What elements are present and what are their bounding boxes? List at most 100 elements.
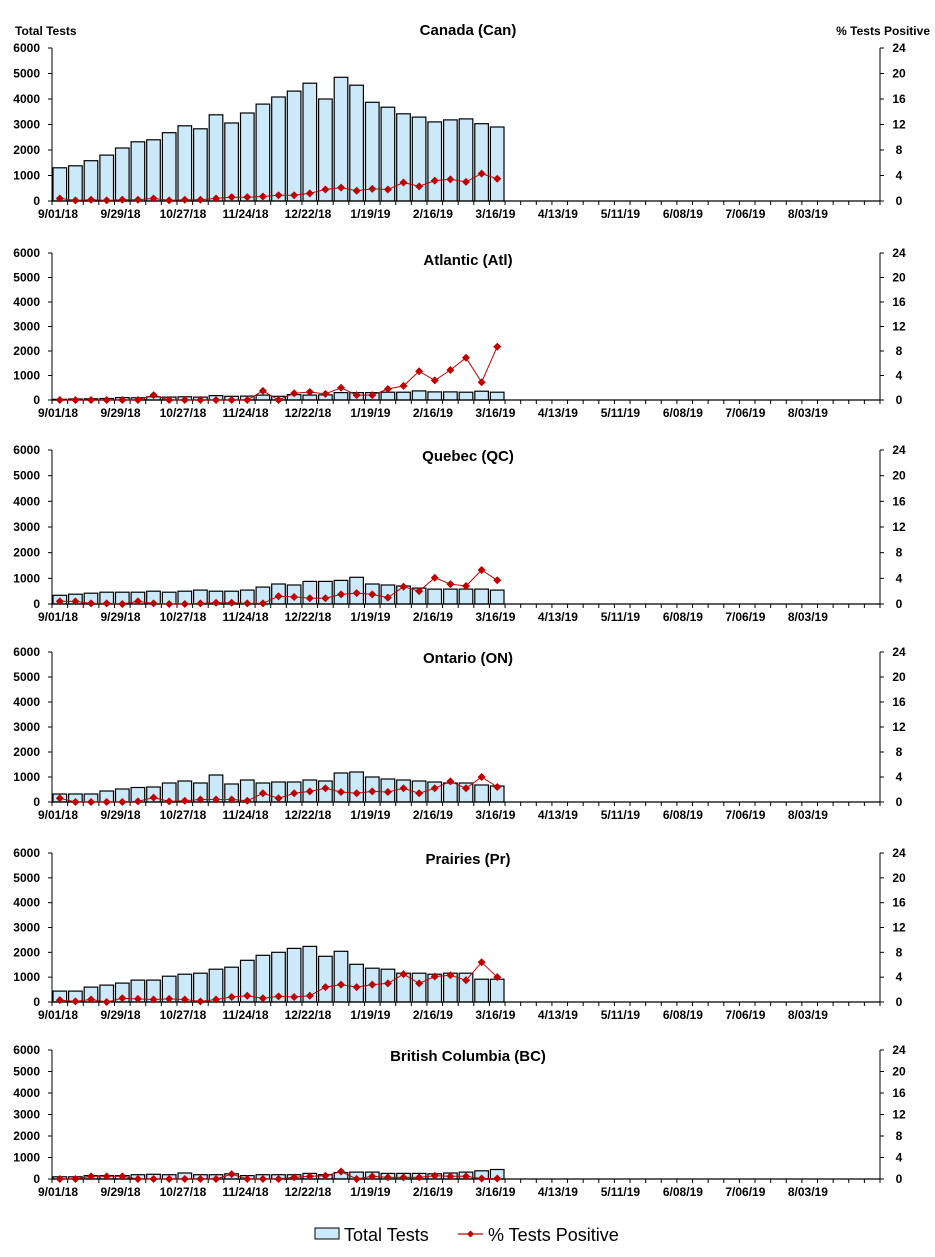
panel-title: Atlantic (Atl) [423,252,512,269]
right-tick-label: 16 [892,695,906,709]
x-tick-label: 11/24/18 [222,1185,268,1199]
point-pct-positive [212,396,221,404]
point-pct-positive [477,773,486,781]
x-tick-label: 3/16/19 [475,808,515,822]
point-pct-positive [180,1175,189,1183]
right-tick-label: 0 [896,393,903,407]
point-pct-positive [368,1172,377,1181]
point-pct-positive [149,995,158,1004]
point-pct-positive [430,176,439,185]
point-pct-positive [383,788,392,796]
left-tick-label: 0 [33,393,40,407]
point-pct-positive [180,195,189,204]
bar-total-tests [333,76,349,202]
bar-total-tests [443,391,458,401]
point-pct-positive [352,983,361,992]
x-tick-label: 4/13/19 [538,808,578,822]
point-pct-positive [196,795,205,804]
point-pct-positive [383,593,392,602]
x-tick-label: 6/08/19 [663,406,703,420]
left-tick-label: 0 [33,194,40,208]
x-tick-label: 9/01/18 [38,808,78,822]
bar-total-tests [474,123,489,202]
point-pct-positive [212,194,221,203]
x-tick-label: 7/06/19 [725,207,765,221]
panel-5: British Columbia (BC) 0 1000 2000 3000 4000 50… [13,1043,906,1199]
right-tick-label: 4 [896,970,903,984]
point-pct-positive [71,1175,80,1183]
left-tick-label: 6000 [13,41,40,55]
x-tick-label: 11/24/18 [222,808,268,822]
bar-total-tests [302,82,318,202]
point-pct-positive [399,970,408,979]
point-pct-positive [274,992,283,1001]
x-tick-label: 3/16/19 [475,406,515,420]
x-tick-label: 2/16/19 [413,1008,453,1022]
point-pct-positive [290,993,299,1002]
point-pct-positive [399,381,408,390]
x-tick-label: 10/27/18 [160,207,207,221]
point-pct-positive [383,185,392,194]
left-tick-label: 1000 [13,1151,40,1165]
point-pct-positive [290,1173,299,1182]
left-tick-label: 3000 [13,921,40,935]
point-pct-positive [196,599,205,608]
left-tick-label: 4000 [13,92,40,106]
point-pct-positive [180,396,189,404]
point-pct-positive [258,386,267,395]
x-tick-label: 9/29/18 [100,610,140,624]
point-pct-positive [133,396,142,404]
point-pct-positive [368,391,377,400]
point-pct-positive [462,177,470,186]
point-pct-positive [258,994,267,1003]
x-tick-label: 12/22/18 [285,610,332,624]
point-pct-positive [243,396,252,404]
left-tick-label: 1000 [13,970,40,984]
panel-title: British Columbia (BC) [390,1048,546,1065]
point-pct-positive [196,195,205,204]
point-pct-positive [399,784,408,793]
legend: Total Tests % Tests Positive [314,1225,619,1245]
point-pct-positive [399,582,408,591]
point-pct-positive [55,996,64,1005]
point-pct-positive [258,192,267,201]
x-tick-label: 5/11/19 [601,207,641,221]
right-tick-label: 24 [892,846,906,860]
bar-total-tests [255,394,271,401]
left-tick-label: 3000 [13,320,40,334]
left-tick-label: 2000 [13,143,40,157]
right-tick-label: 20 [892,1065,906,1079]
left-tick-label: 6000 [13,1043,40,1057]
point-pct-positive [337,383,346,392]
x-tick-label: 8/03/19 [788,406,828,420]
right-tick-label: 20 [892,67,906,81]
x-tick-label: 5/11/19 [601,808,641,822]
point-pct-positive [87,995,96,1004]
x-tick-label: 12/22/18 [285,207,332,221]
left-tick-label: 5000 [13,871,40,885]
left-tick-label: 6000 [13,846,40,860]
right-tick-label: 8 [896,745,903,759]
point-pct-positive [258,599,267,608]
point-pct-positive [383,384,392,393]
point-pct-positive [71,798,80,806]
bar-total-tests [474,784,489,803]
right-tick-label: 4 [896,369,903,383]
bar-total-tests [146,139,161,202]
bar-total-tests [443,588,458,605]
x-tick-label: 10/27/18 [160,808,207,822]
point-pct-positive [118,798,127,806]
right-tick-label: 4 [896,1151,903,1165]
x-tick-label: 2/16/19 [413,808,453,822]
bar-total-tests [349,771,364,803]
left-tick-label: 1000 [13,571,40,585]
point-pct-positive [118,195,127,204]
point-pct-positive [258,1175,267,1183]
bar-total-tests [458,391,474,401]
right-tick-label: 16 [892,92,906,106]
point-pct-positive [321,594,330,603]
bar-total-tests [474,978,489,1003]
x-tick-label: 7/06/19 [725,1185,765,1199]
point-pct-positive [305,991,314,1000]
x-tick-label: 9/01/18 [38,406,78,420]
